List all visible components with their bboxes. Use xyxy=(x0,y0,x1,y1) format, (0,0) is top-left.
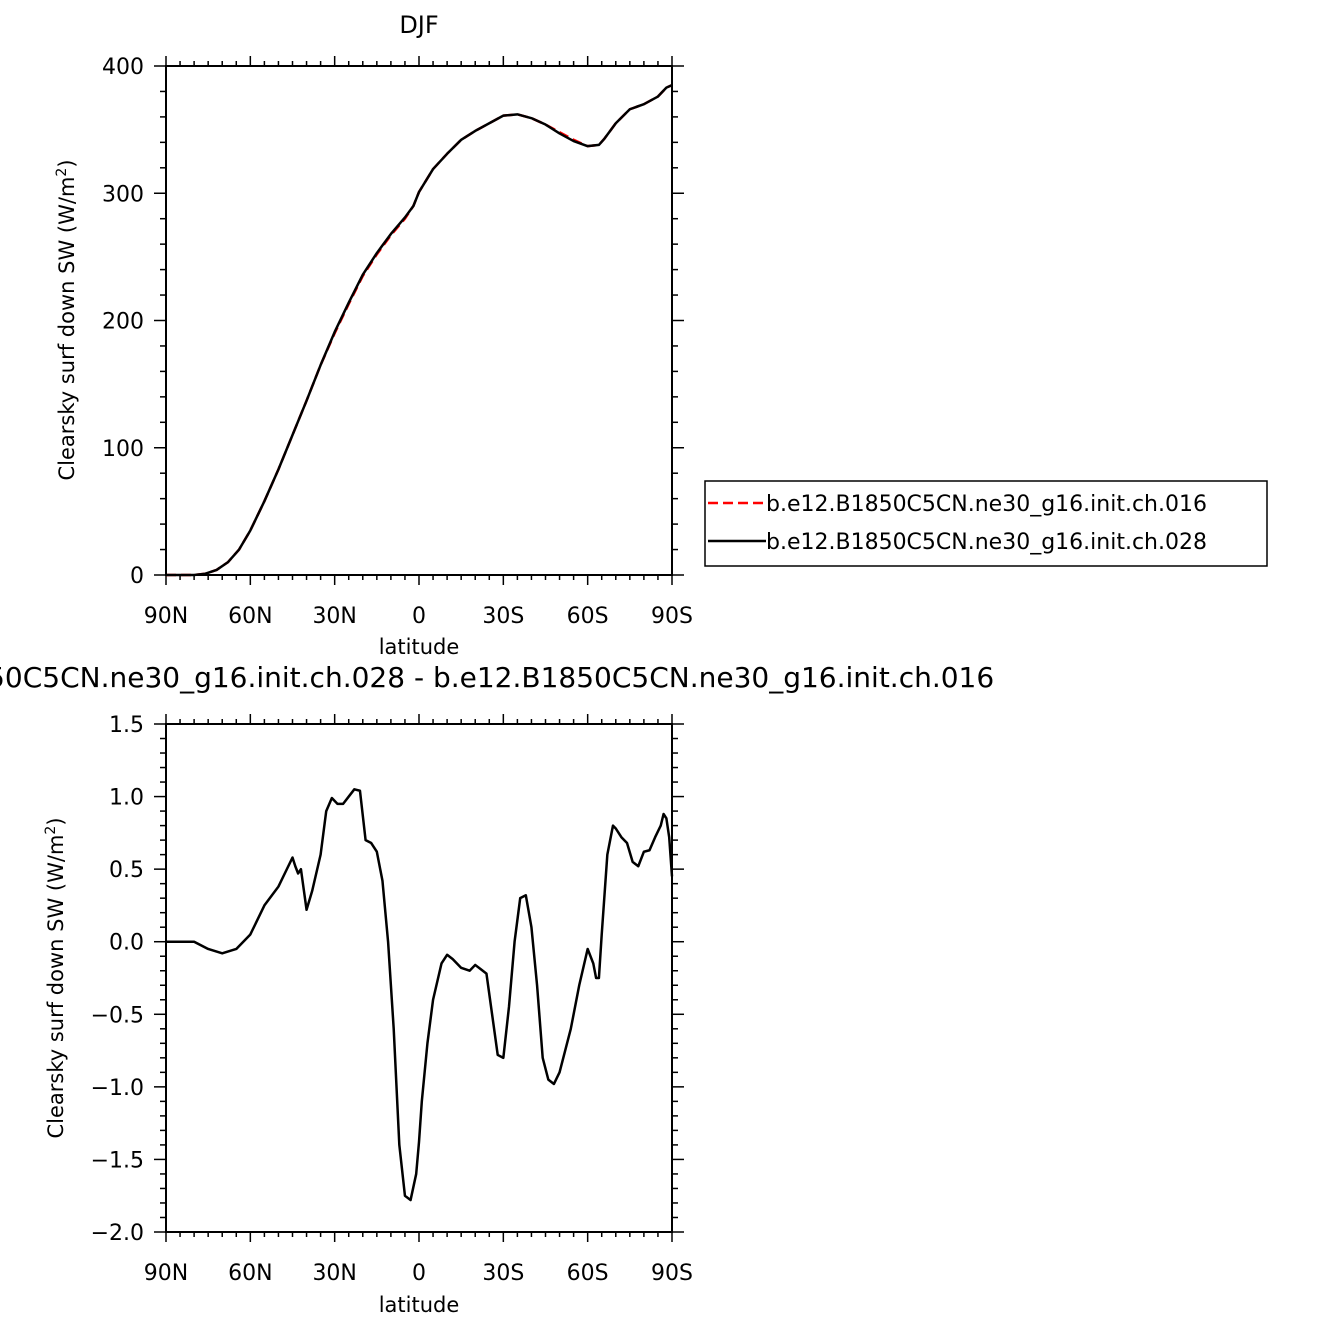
legend-box xyxy=(704,480,1268,567)
top-x-axis-label: latitude xyxy=(379,635,460,659)
y-tick-label: 100 xyxy=(102,437,144,462)
x-tick-label: 30S xyxy=(482,604,524,629)
y-tick-label: −1.0 xyxy=(91,1076,144,1101)
x-tick-label: 0 xyxy=(412,604,426,629)
series-line-1 xyxy=(166,788,674,1202)
x-tick-label: 90S xyxy=(651,604,693,629)
top-panel: DJF 90N 60N 30N 0 30S 60S 90S 0 100 200 300 400 la… xyxy=(54,11,693,659)
top-ticks xyxy=(154,56,684,585)
y-tick-label: −2.0 xyxy=(91,1221,144,1246)
y-tick-label: 1.5 xyxy=(109,713,144,738)
y-tick-label: 0.0 xyxy=(109,931,144,956)
legend-label-series-1: b.e12.B1850C5CN.ne30_g16.init.ch.016 xyxy=(766,492,1207,517)
top-y-axis-label: Clearsky surf down SW (W/m2) xyxy=(54,159,79,480)
x-tick-label: 60S xyxy=(567,1261,609,1286)
series-line-1 xyxy=(166,83,673,577)
y-tick-label: 0 xyxy=(130,564,144,589)
series-line-2 xyxy=(166,83,673,577)
y-tick-label: 0.5 xyxy=(109,858,144,883)
x-tick-label: 30N xyxy=(312,1261,356,1286)
bottom-x-axis-label: latitude xyxy=(379,1293,460,1317)
x-tick-label: 60N xyxy=(228,604,272,629)
x-tick-label: 90N xyxy=(144,604,188,629)
x-tick-label: 60N xyxy=(228,1261,272,1286)
bottom-panel: b.e12.B1850C5CN.ne30_g16.init.ch.028 - b… xyxy=(0,661,994,1317)
top-series-lines xyxy=(166,83,673,577)
top-x-tick-labels: 90N 60N 30N 0 30S 60S 90S xyxy=(144,604,693,629)
y-tick-label: −0.5 xyxy=(91,1003,144,1028)
bottom-ticks xyxy=(154,714,684,1242)
y-tick-label: 200 xyxy=(102,310,144,335)
bottom-title: b.e12.B1850C5CN.ne30_g16.init.ch.028 - b… xyxy=(0,661,994,694)
top-y-tick-labels: 0 100 200 300 400 xyxy=(102,55,144,589)
x-tick-label: 30N xyxy=(312,604,356,629)
y-tick-label: 400 xyxy=(102,55,144,80)
bottom-x-tick-labels: 90N 60N 30N 0 30S 60S 90S xyxy=(144,1261,693,1286)
y-tick-label: 1.0 xyxy=(109,786,144,811)
bottom-y-axis-label: Clearsky surf down SW (W/m2) xyxy=(43,817,68,1138)
x-tick-label: 60S xyxy=(567,604,609,629)
legend: b.e12.B1850C5CN.ne30_g16.init.ch.016 b.e… xyxy=(704,480,1268,567)
x-tick-label: 90N xyxy=(144,1261,188,1286)
x-tick-label: 90S xyxy=(651,1261,693,1286)
y-tick-label: −1.5 xyxy=(91,1148,144,1173)
top-plot-frame xyxy=(165,65,673,576)
bottom-series-lines xyxy=(166,788,674,1202)
bottom-y-tick-labels: −2.0 −1.5 −1.0 −0.5 0.0 0.5 1.0 1.5 xyxy=(91,713,144,1246)
legend-label-series-2: b.e12.B1850C5CN.ne30_g16.init.ch.028 xyxy=(766,530,1207,555)
bottom-plot-frame xyxy=(165,723,673,1233)
top-title: DJF xyxy=(399,11,438,39)
x-tick-label: 0 xyxy=(412,1261,426,1286)
y-tick-label: 300 xyxy=(102,182,144,207)
x-tick-label: 30S xyxy=(482,1261,524,1286)
